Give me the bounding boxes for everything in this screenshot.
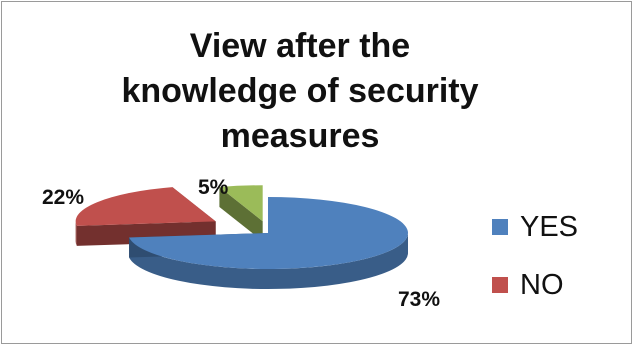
pie-slice-other-face-0 [219, 187, 263, 242]
legend-label-yes: YES [520, 210, 579, 243]
legend-swatch-no [492, 277, 508, 293]
legend-label-no: NO [520, 268, 564, 301]
pie-slice-no-side [75, 221, 77, 246]
pie-slice-no-top [75, 187, 216, 226]
legend-swatch-yes [492, 219, 508, 235]
pie-slice-yes-top [129, 197, 408, 269]
pie-slice-other [219, 185, 263, 242]
legend-item-yes: YES [492, 198, 578, 256]
data-label-no: 22% [42, 186, 85, 209]
data-label-yes: 73% [398, 288, 441, 311]
legend: YES NO [492, 198, 578, 314]
pie-slice-other-top [219, 185, 263, 222]
pie-slice-yes-side [129, 233, 408, 289]
pie-slice-yes [129, 197, 408, 289]
chart-title: View after the knowledge of security mea… [121, 27, 479, 155]
legend-item-no: NO [492, 256, 578, 314]
data-label-other: 5% [198, 176, 229, 199]
